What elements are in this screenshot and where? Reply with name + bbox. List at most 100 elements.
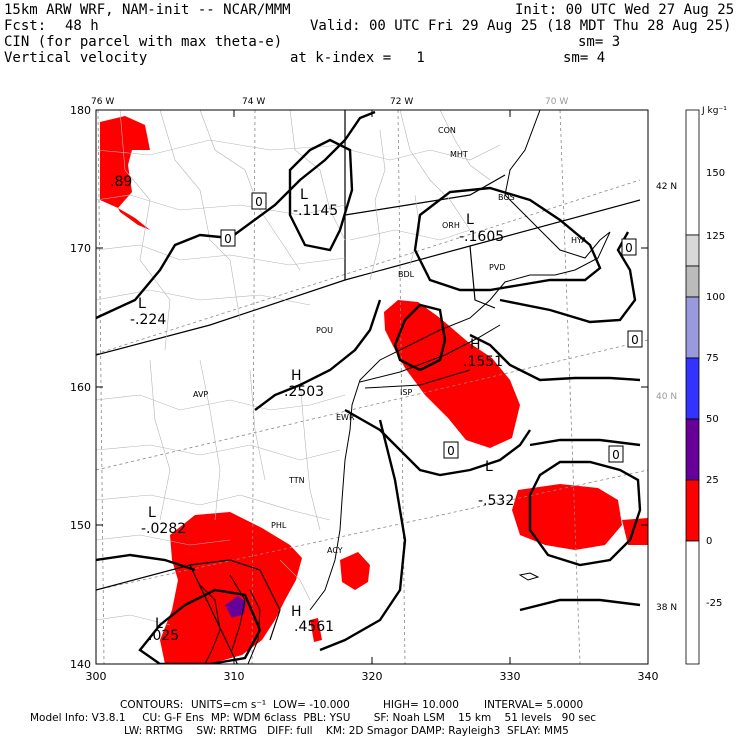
- contours-interval: INTERVAL= 5.0000: [484, 699, 584, 711]
- contour-zero-middle: [254, 299, 382, 411]
- color-bar-blue: [685, 357, 700, 420]
- contour-south-long: [319, 419, 407, 652]
- contour-label-5: 0: [443, 441, 459, 459]
- cin-area-south: [160, 512, 302, 664]
- cb-label-neg25: -25: [706, 598, 722, 609]
- color-bar-lavender: [685, 296, 700, 359]
- lon-labels: 76 W 74 W 72 W 70 W: [91, 97, 568, 107]
- max-symbol-3: H: [291, 604, 302, 620]
- k-index: at k-index = 1: [290, 50, 425, 66]
- lon-74w: 74 W: [242, 97, 265, 107]
- city-labels: CON MHT BOS ORH PVD BDL POU ISP AVP EWR …: [193, 126, 587, 555]
- city-avp: AVP: [193, 390, 208, 399]
- lon-76w: 76 W: [91, 97, 114, 107]
- cin-area-south-small: [310, 618, 322, 642]
- contour-zero-north: [229, 110, 376, 239]
- cin-area-hudson: [384, 300, 520, 448]
- contour-zero-southeast: [529, 438, 641, 447]
- city-bos: BOS: [498, 193, 515, 202]
- smoothing-1: sm= 3: [578, 34, 621, 50]
- vv-contours: [96, 110, 642, 664]
- cb-label-125: 125: [706, 231, 725, 242]
- color-bar: J kg⁻¹ 150 125 100 75 50 25 0 -25: [685, 106, 727, 665]
- cb-label-0: 0: [706, 536, 712, 547]
- field-vertical-velocity: Vertical velocity: [4, 50, 148, 66]
- contour-hudson: [393, 303, 447, 372]
- cb-label-100: 100: [706, 292, 725, 303]
- min-value-4: -.532: [478, 493, 514, 509]
- field-cin: CIN (for parcel with max theta-e): [4, 34, 283, 50]
- city-ttn: TTN: [288, 476, 305, 485]
- forecast-label: Fcst:: [4, 18, 47, 34]
- model-title: 15km ARW WRF, NAM-init -- NCAR/MMM: [4, 2, 291, 18]
- max-symbol-2: H: [470, 337, 481, 353]
- svg-text:0: 0: [612, 448, 620, 462]
- contour-south-left: [96, 553, 196, 572]
- color-bar-red: [685, 479, 700, 542]
- color-bar-gray: [685, 265, 700, 298]
- contour-label-2: 0: [220, 229, 236, 247]
- contour-label-1: 0: [251, 192, 267, 210]
- x-tick-310: 310: [224, 670, 245, 683]
- max-value-1: .2503: [284, 384, 324, 400]
- model-info: Model Info: V3.8.1 CU: G-F Ens MP: WDM 6…: [30, 712, 597, 724]
- x-tick-labels: 300 310 320 330 340: [86, 670, 659, 683]
- cin-area-northwest: [100, 116, 150, 208]
- contour-zero-nw: [96, 233, 231, 320]
- zero-contour-labels: 0 0 0 0 0 0: [220, 192, 643, 463]
- color-bar-white-top: [685, 109, 700, 236]
- extrema-labels: L -.1145 L -.1605 L -.224 L -.532 L -.02…: [110, 174, 514, 644]
- color-bar-light-gray: [685, 234, 700, 267]
- max-value-3: .4561: [294, 619, 334, 635]
- contour-closed-532: [528, 460, 642, 567]
- city-hya: HYA: [571, 236, 587, 245]
- cb-label-150: 150: [706, 168, 725, 179]
- color-bar-units: J kg⁻¹: [701, 106, 727, 116]
- cb-label-25: 25: [706, 475, 719, 486]
- color-bar-white-bottom: [685, 540, 700, 665]
- x-tick-320: 320: [362, 670, 383, 683]
- lat-42n: 42 N: [656, 182, 677, 192]
- min-symbol-1: L: [300, 187, 308, 203]
- min-symbol-4: L: [485, 459, 493, 475]
- city-pou: POU: [316, 326, 333, 335]
- city-mht: MHT: [450, 150, 468, 159]
- svg-text:0: 0: [255, 195, 263, 209]
- min-symbol-2: L: [466, 212, 474, 228]
- coastline: [199, 110, 611, 664]
- contours-low: LOW= -10.000: [273, 699, 350, 711]
- contour-zero-long: [344, 408, 531, 477]
- color-bar-purple: [685, 418, 700, 481]
- contour-label-4: 0: [627, 330, 643, 348]
- y-tick-140: 140: [70, 658, 91, 671]
- contour-closed-1145: [288, 138, 354, 252]
- contour-closed-1605: [413, 186, 602, 292]
- lat-38n: 38 N: [656, 603, 677, 613]
- y-tick-160: 160: [70, 381, 91, 394]
- min-symbol-5: L: [148, 505, 156, 521]
- x-tick-340: 340: [638, 670, 659, 683]
- contour-south-closed: [138, 588, 262, 664]
- city-con: CON: [438, 126, 456, 135]
- max-value-4: .89: [110, 174, 132, 190]
- svg-text:0: 0: [631, 333, 639, 347]
- x-tick-330: 330: [500, 670, 521, 683]
- svg-text:0: 0: [447, 444, 455, 458]
- city-pvd: PVD: [489, 263, 505, 272]
- model-info-2: LW: RRTMG SW: RRTMG DIFF: full KM: 2D Sm…: [124, 725, 569, 737]
- valid-time: Valid: 00 UTC Fri 29 Aug 25 (18 MDT Thu …: [310, 18, 732, 34]
- city-bdl: BDL: [398, 270, 415, 279]
- lon-72w: 72 W: [390, 97, 413, 107]
- city-phl: PHL: [271, 521, 287, 530]
- min-value-1: -.1145: [293, 203, 338, 219]
- cb-label-75: 75: [706, 353, 719, 364]
- cin-area-acy: [340, 552, 370, 590]
- x-tick-300: 300: [86, 670, 107, 683]
- county-borders: [96, 110, 501, 626]
- y-tick-labels: 140 150 160 170 180: [70, 104, 91, 671]
- lon-70w: 70 W: [545, 97, 568, 107]
- svg-text:0: 0: [224, 232, 232, 246]
- city-orh: ORH: [442, 221, 460, 230]
- forecast-hours: 48 h: [65, 18, 99, 34]
